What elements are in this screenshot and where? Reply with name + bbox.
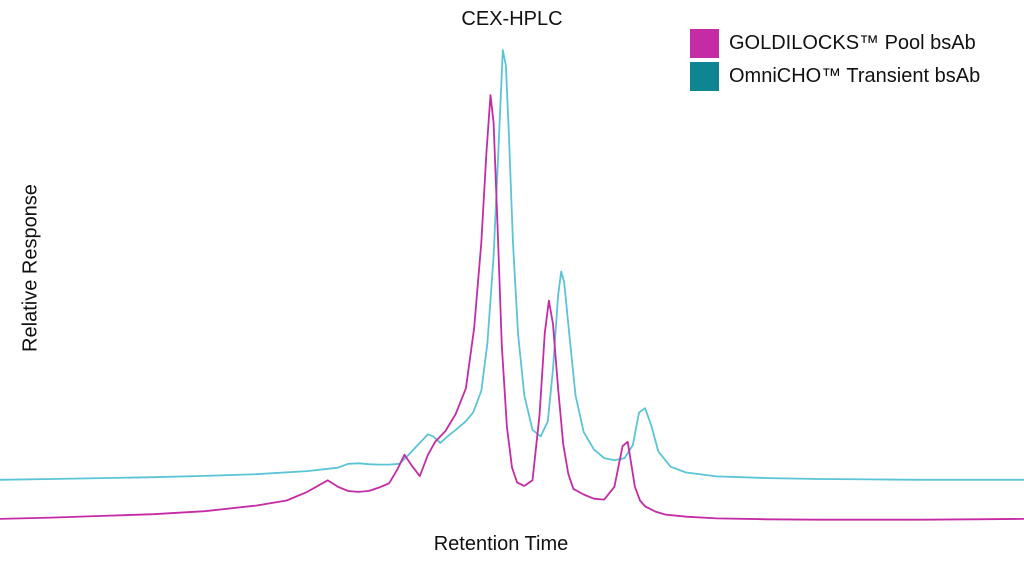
legend: GOLDILOCKS™ Pool bsAb OmniCHO™ Transient… — [690, 28, 980, 94]
legend-item-goldilocks: GOLDILOCKS™ Pool bsAb — [690, 28, 980, 58]
y-axis-label: Relative Response — [19, 184, 42, 352]
legend-label-goldilocks: GOLDILOCKS™ Pool bsAb — [729, 31, 976, 54]
legend-item-omnicho: OmniCHO™ Transient bsAb — [690, 61, 980, 91]
legend-label-omnicho: OmniCHO™ Transient bsAb — [729, 64, 981, 87]
x-axis-label: Retention Time — [433, 533, 569, 555]
trace-omnicho — [0, 49, 1024, 481]
legend-swatch-goldilocks — [690, 28, 719, 58]
chart-title: CEX-HPLC — [461, 8, 563, 30]
legend-swatch-omnicho — [690, 61, 719, 91]
trace-goldilocks — [0, 94, 1024, 521]
